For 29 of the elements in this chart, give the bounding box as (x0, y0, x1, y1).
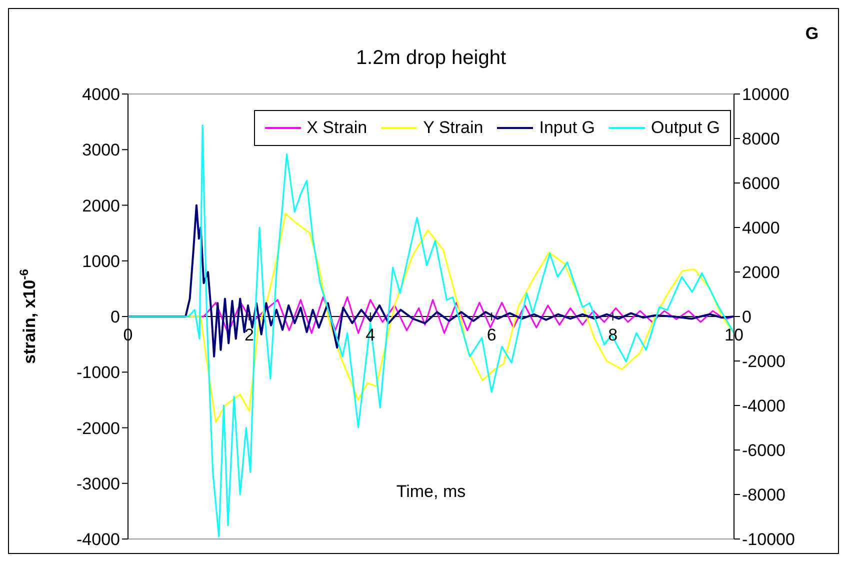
x-tick-label: 6 (486, 326, 496, 344)
y-tick-label: -2000 (76, 418, 120, 438)
y-tick-label: 1000 (82, 252, 120, 271)
y2-tick-label: 4000 (742, 218, 780, 238)
y-tick-label: 4000 (82, 85, 120, 104)
y-tick-label: 2000 (82, 196, 120, 216)
legend-label: Output G (651, 118, 720, 138)
chart-title: 1.2m drop height (356, 47, 506, 69)
y-tick-label: -4000 (76, 530, 120, 550)
x-axis-title: Time, ms (396, 482, 466, 501)
y-tick-label: -3000 (76, 474, 120, 494)
y2-tick-label: -2000 (742, 352, 786, 372)
y-tick-label: 3000 (82, 140, 120, 160)
x-tick-label: 2 (244, 326, 254, 344)
y2-tick-label: -8000 (742, 486, 786, 505)
y2-tick-label: -4000 (742, 396, 786, 416)
y-tick-label: -1000 (76, 363, 120, 382)
y2-tick-label: 6000 (742, 174, 780, 194)
y2-tick-label: 0 (742, 308, 752, 327)
y2-tick-label: -6000 (742, 441, 786, 460)
y2-tick-label: 2000 (742, 263, 780, 282)
y-tick-label: 0 (110, 308, 120, 327)
legend-label: Input G (539, 118, 596, 138)
y2-tick-label: -10000 (742, 530, 795, 550)
legend-label: X Strain (306, 118, 368, 138)
legend-label: Y Strain (423, 118, 484, 138)
y2-tick-label: 10000 (742, 85, 790, 104)
y2-axis-title: G (805, 24, 819, 43)
y2-tick-label: 8000 (742, 130, 780, 149)
